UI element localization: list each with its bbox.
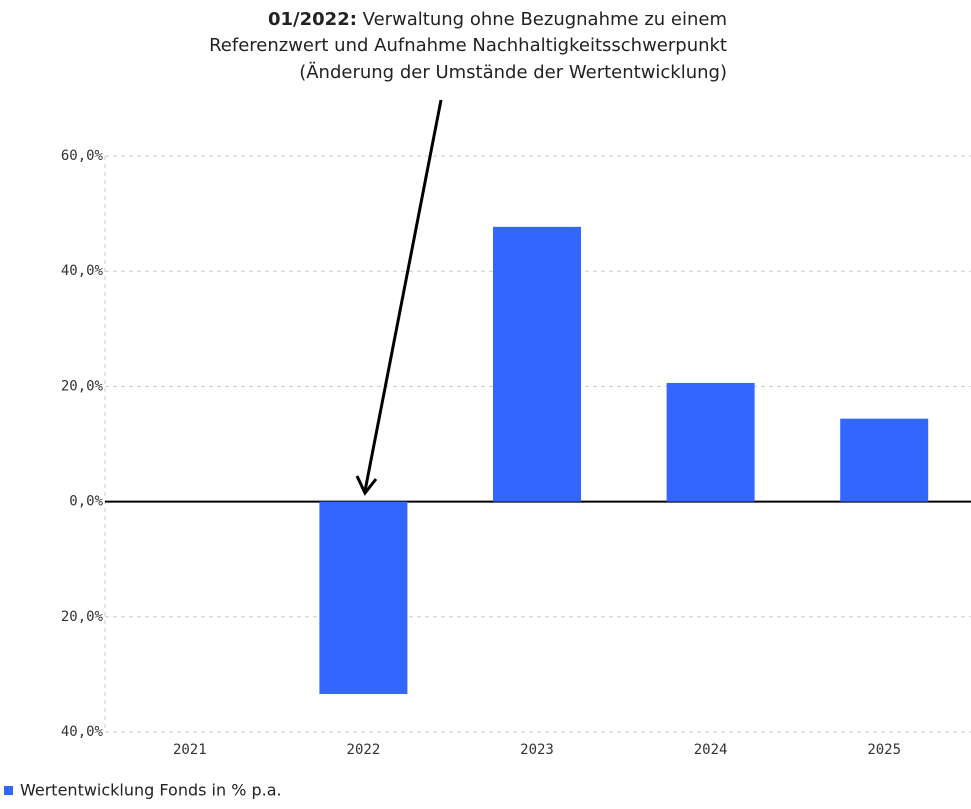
x-tick-label: 2025 bbox=[867, 742, 901, 758]
y-tick-label: 20,0% bbox=[61, 378, 104, 394]
annotation-date: 01/2022: bbox=[268, 9, 357, 30]
annotation-text: Verwaltung ohne Bezugnahme zu einem bbox=[363, 9, 727, 30]
arrow-head bbox=[355, 475, 378, 496]
bar bbox=[666, 382, 755, 502]
legend-swatch bbox=[4, 786, 13, 795]
x-tick-label: 2022 bbox=[347, 742, 381, 758]
annotation-text: (Änderung der Umstände der Wertentwicklu… bbox=[299, 62, 727, 83]
annotation-text: Referenzwert und Aufnahme Nachhaltigkeit… bbox=[209, 35, 727, 56]
bar bbox=[319, 501, 408, 694]
x-tick-label: 2024 bbox=[694, 742, 728, 758]
y-tick-label: 60,0% bbox=[61, 148, 104, 164]
annotation-arrow bbox=[363, 99, 443, 492]
x-tick-label: 2023 bbox=[520, 742, 554, 758]
legend-label: Wertentwicklung Fonds in % p.a. bbox=[20, 781, 282, 800]
plot: 40,0% 20,0% 0,0% 20,0% 40,0% 60,0% 2021 2022 202… bbox=[61, 148, 971, 758]
y-tick-label: 0,0% bbox=[69, 494, 103, 510]
y-tick-label: 20,0% bbox=[61, 609, 104, 625]
bar bbox=[493, 226, 581, 502]
x-tick-label: 2021 bbox=[173, 742, 207, 758]
annotation-line: 01/2022: Verwaltung ohne Bezugnahme zu e… bbox=[268, 9, 727, 30]
y-tick-label: 40,0% bbox=[61, 724, 104, 740]
bar bbox=[840, 418, 929, 502]
y-tick-label: 40,0% bbox=[61, 263, 104, 279]
